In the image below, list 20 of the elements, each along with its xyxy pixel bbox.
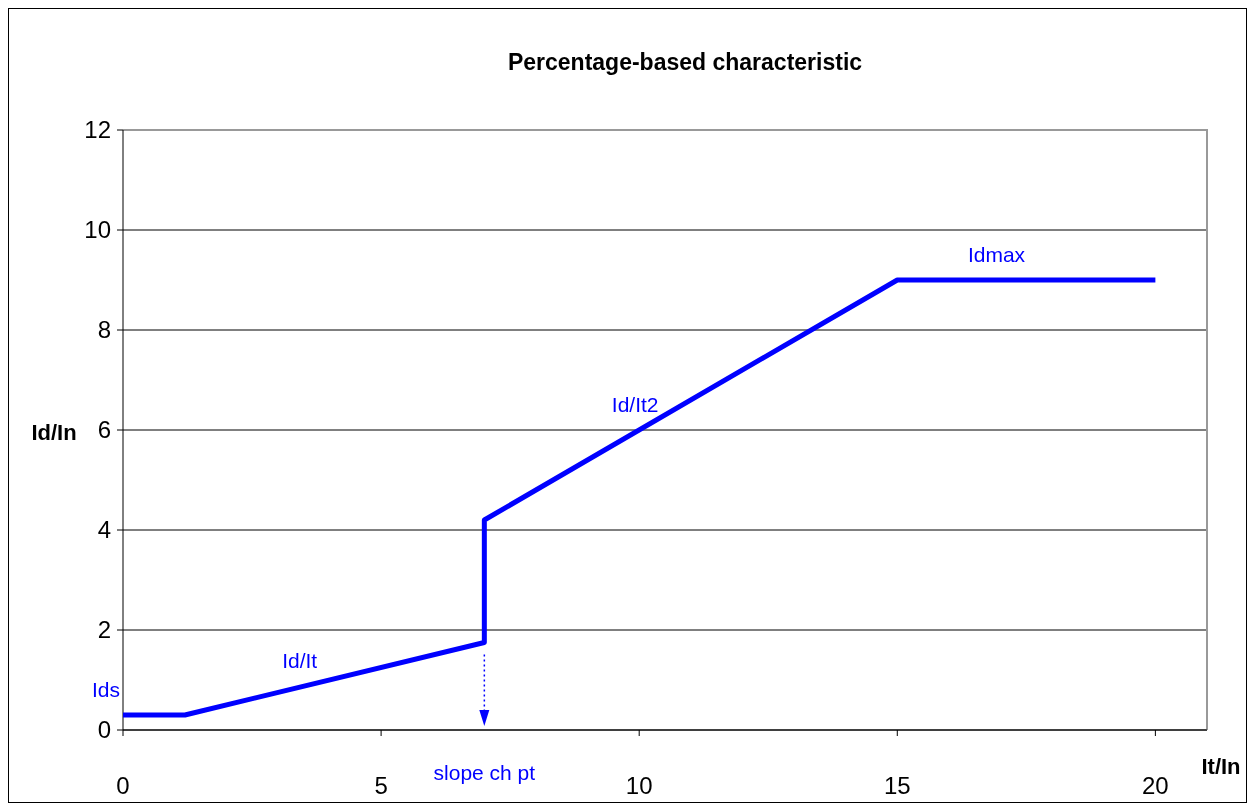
annotation: Idmax <box>967 243 1026 266</box>
x-tick-label: 0 <box>116 772 130 799</box>
x-tick-label: 10 <box>625 772 653 799</box>
chart-title: Percentage-based characteristic <box>507 49 863 75</box>
annotation: Ids <box>91 678 120 701</box>
y-tick-label: 4 <box>97 516 111 544</box>
y-tick-label: 10 <box>84 216 111 244</box>
y-tick-label: 6 <box>97 416 111 444</box>
x-axis-title: It/In <box>1201 754 1241 779</box>
y-tick-label: 0 <box>97 716 111 744</box>
y-tick-label: 12 <box>84 116 111 144</box>
x-tick-label: 5 <box>374 772 388 799</box>
annotation: Id/It <box>282 649 318 673</box>
text: slope ch pt <box>433 761 536 784</box>
y-axis-title: Id/In <box>31 420 77 445</box>
x-tick-label: 15 <box>883 772 911 799</box>
annotation: Id/It2 <box>611 393 659 416</box>
y-tick-label: 2 <box>97 616 111 644</box>
y-tick-label: 8 <box>97 316 111 344</box>
x-tick-label: 20 <box>1142 772 1169 799</box>
